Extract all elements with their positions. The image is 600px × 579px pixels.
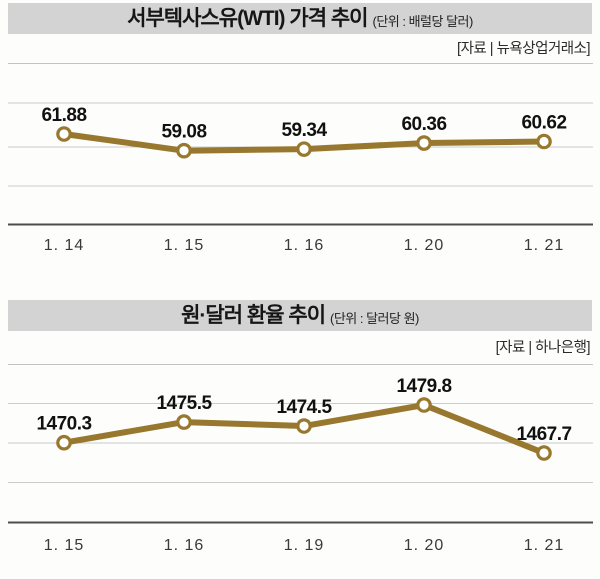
- value-label: 59.08: [161, 122, 206, 143]
- value-label: 1470.3: [36, 414, 91, 435]
- value-label: 1474.5: [276, 397, 332, 418]
- date-tick-label: 1. 20: [404, 237, 445, 254]
- value-label: 59.34: [281, 120, 327, 141]
- exchange-rate-title-bar: 원·달러 환율 추이 (단위 : 달러당 원): [8, 300, 592, 331]
- exchange-rate-source-label: [자료 | 하나은행]: [495, 340, 591, 356]
- exchange-rate-unit-label: (단위 : 달러당 원): [330, 310, 419, 326]
- value-label: 60.36: [401, 114, 446, 135]
- data-point-marker: [536, 133, 552, 150]
- data-point-marker: [176, 414, 192, 430]
- wti-chart-title: 서부텍사스유(WTI) 가격 추이: [127, 7, 368, 30]
- data-point-marker: [176, 142, 192, 159]
- value-label: 1475.5: [156, 393, 212, 414]
- date-tick-label: 1. 16: [284, 237, 325, 254]
- date-tick-label: 1. 19: [284, 537, 325, 554]
- data-point-marker: [296, 141, 312, 157]
- date-tick-label: 1. 14: [44, 237, 85, 254]
- data-point-marker: [416, 135, 432, 151]
- exchange-rate-chart-title: 원·달러 환율 추이: [181, 304, 326, 327]
- value-label: 1479.8: [396, 376, 451, 397]
- value-label: 61.88: [41, 105, 86, 126]
- value-label: 60.62: [521, 113, 566, 134]
- value-label: 1467.7: [516, 424, 571, 445]
- data-point-marker: [296, 418, 312, 434]
- wti-title-bar: 서부텍사스유(WTI) 가격 추이 (단위 : 배럴당 달러): [8, 3, 592, 34]
- date-tick-label: 1. 21: [524, 237, 565, 254]
- exchange-rate-line-chart: 1470.3 1. 15 1475.5 1. 16 1474.5 1. 19 1479.8 1…: [8, 364, 593, 554]
- date-tick-label: 1. 21: [524, 537, 565, 554]
- data-point-marker: [536, 445, 552, 461]
- wti-line-chart: 61.88 1. 14 59.08 1. 15 59.34 1. 16 60.36 1. 20…: [8, 63, 593, 254]
- date-tick-label: 1. 15: [164, 237, 205, 254]
- data-point-marker: [416, 397, 432, 413]
- date-tick-label: 1. 15: [44, 537, 85, 554]
- data-point-marker: [56, 434, 72, 451]
- data-point-marker: [56, 126, 72, 142]
- date-tick-label: 1. 16: [164, 537, 205, 554]
- wti-unit-label: (단위 : 배럴당 달러): [372, 13, 474, 29]
- date-tick-label: 1. 20: [404, 537, 445, 554]
- wti-source-label: [자료 | 뉴욕상업거래소]: [457, 41, 590, 57]
